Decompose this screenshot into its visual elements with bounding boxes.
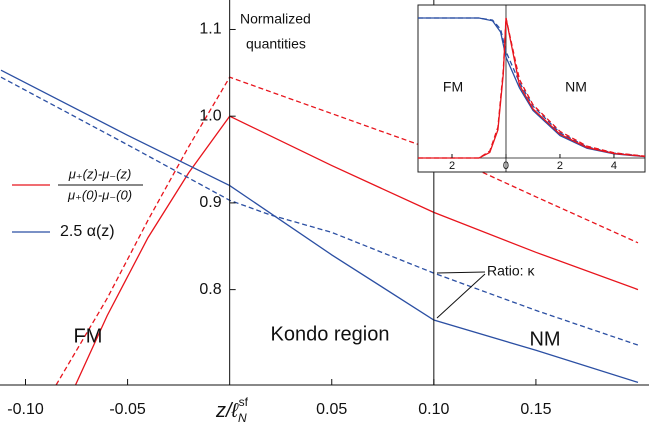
x-label-sub: N [238, 411, 247, 425]
inset-x-tick-label: 2 [449, 160, 455, 172]
x-label-sup: sf [239, 395, 249, 409]
inset-x-tick-label: 2 [557, 160, 563, 172]
y-label: quantities [246, 36, 306, 52]
line-series [0, 76, 639, 346]
inset-x-tick-label: 4 [611, 160, 617, 172]
ratio-label: Ratio: κ [487, 263, 535, 279]
region-label: Kondo region [271, 323, 390, 345]
legend-label: 2.5 α(z) [60, 223, 115, 240]
y-tick-label: 1.1 [199, 21, 221, 38]
x-label-main: z/ℓ [215, 400, 240, 422]
ratio-arrow [436, 271, 486, 274]
inset-label: NM [565, 79, 587, 95]
y-tick-label: 0.8 [199, 281, 221, 298]
legend-numerator: μ₊(z)-μ₋(z) [68, 166, 132, 181]
y-tick-label: 0.9 [199, 194, 221, 211]
line-series [0, 69, 639, 384]
line-series [418, 17, 645, 159]
x-label: z/ℓNsf [215, 395, 249, 425]
x-tick-label: -0.10 [7, 401, 44, 418]
x-tick-label: -0.05 [109, 401, 146, 418]
inset-x-tick-label: 0 [503, 160, 509, 172]
ratio-arrow [436, 273, 486, 319]
x-tick-label: 0.10 [418, 401, 449, 418]
region-label: FM [74, 325, 103, 347]
y-label: Normalized [240, 11, 311, 27]
x-tick-label: 0.05 [316, 401, 347, 418]
legend-denominator: μ₊(0)-μ₋(0) [67, 187, 132, 202]
inset-label: FM [443, 79, 463, 95]
region-label: NM [529, 328, 560, 350]
x-tick-label: 0.15 [520, 401, 551, 418]
inset-frame [417, 4, 646, 173]
y-tick-label: 1.0 [199, 107, 221, 124]
